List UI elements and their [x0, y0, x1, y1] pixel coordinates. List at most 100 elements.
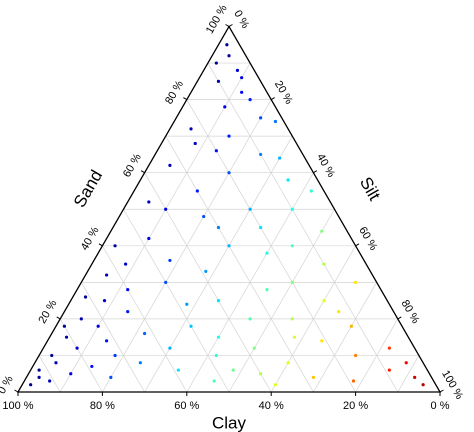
- grid-line: [59, 318, 103, 393]
- point: [195, 189, 199, 193]
- grid-line: [313, 282, 378, 393]
- axis-title: Silt: [356, 174, 384, 204]
- point: [387, 346, 391, 350]
- point: [48, 379, 52, 383]
- point: [216, 79, 221, 83]
- point: [105, 273, 109, 277]
- point: [322, 262, 326, 266]
- point: [214, 149, 218, 153]
- clay-tick-label: 0 %: [431, 400, 450, 412]
- point: [309, 189, 313, 193]
- point: [354, 353, 358, 358]
- point: [193, 141, 197, 146]
- point: [240, 76, 244, 80]
- tick-mark: [397, 316, 402, 320]
- point: [90, 364, 94, 369]
- silt-tick-label: 0 %: [231, 8, 251, 31]
- point: [290, 280, 294, 284]
- point: [223, 105, 227, 109]
- points: [29, 43, 425, 387]
- point: [189, 127, 193, 131]
- point: [320, 229, 324, 233]
- point: [37, 368, 41, 372]
- sand-tick-label: 0 %: [0, 374, 16, 397]
- silt-tick-label: 20 %: [272, 79, 295, 107]
- point: [216, 225, 221, 230]
- point: [273, 383, 278, 387]
- grid-line: [228, 209, 335, 393]
- point: [204, 269, 208, 273]
- axis-title: Clay: [212, 413, 247, 432]
- point: [227, 134, 231, 138]
- grid-line: [165, 135, 314, 393]
- point: [320, 339, 324, 343]
- point: [102, 299, 107, 303]
- point: [37, 375, 41, 379]
- point: [248, 317, 252, 321]
- tick-mark: [14, 389, 19, 393]
- point: [227, 244, 231, 248]
- silt-tick-label: 80 %: [399, 298, 422, 326]
- silt-tick-label: 60 %: [356, 225, 379, 253]
- point: [113, 244, 117, 248]
- point: [235, 68, 240, 72]
- tick-mark: [56, 316, 61, 320]
- grid-line: [270, 245, 356, 393]
- grid-line: [102, 245, 188, 393]
- point: [259, 225, 263, 230]
- point: [265, 251, 269, 255]
- point: [202, 214, 206, 219]
- grid-line: [355, 318, 399, 393]
- point: [126, 288, 130, 292]
- grid-line: [59, 62, 251, 393]
- axis-title: Sand: [70, 167, 106, 211]
- point: [252, 346, 256, 350]
- point: [337, 309, 341, 314]
- point: [225, 43, 229, 47]
- point: [292, 335, 297, 339]
- point: [413, 375, 417, 379]
- tick-mark: [228, 24, 233, 27]
- point: [265, 288, 269, 292]
- point: [147, 236, 151, 241]
- frame: [14, 24, 444, 396]
- point: [147, 200, 151, 204]
- point: [113, 353, 117, 358]
- point: [214, 61, 218, 65]
- clay-tick-label: 40 %: [259, 400, 284, 412]
- point: [290, 317, 294, 321]
- clay-tick-label: 100 %: [2, 400, 33, 412]
- point: [216, 335, 221, 339]
- point: [349, 324, 353, 328]
- grid: [38, 62, 420, 393]
- point: [164, 207, 168, 211]
- point: [62, 324, 67, 328]
- point: [351, 379, 356, 383]
- point: [75, 346, 79, 350]
- tick-mark: [140, 170, 145, 174]
- sand-tick-label: 40 %: [79, 225, 102, 253]
- point: [286, 178, 290, 182]
- sand-tick-label: 20 %: [37, 298, 60, 326]
- point: [176, 368, 180, 372]
- point: [290, 244, 294, 248]
- tick-mark: [98, 243, 103, 247]
- point: [168, 163, 172, 167]
- tick-mark: [313, 170, 318, 174]
- point: [168, 258, 172, 263]
- tick-mark: [439, 389, 444, 393]
- clay-tick-label: 20 %: [343, 400, 368, 412]
- sand-tick-label: 80 %: [163, 79, 186, 107]
- tick-mark: [225, 24, 230, 27]
- point: [227, 54, 231, 58]
- point: [240, 90, 244, 94]
- point: [216, 299, 221, 303]
- point: [227, 171, 231, 175]
- grid-line: [80, 282, 145, 393]
- point: [50, 353, 54, 358]
- point: [214, 353, 218, 358]
- point: [124, 262, 128, 266]
- point: [354, 280, 358, 284]
- labels: 0 %20 %40 %60 %80 %100 % 0 %20 %40 %60 %8…: [0, 3, 465, 432]
- silt-tick-label: 100 %: [439, 368, 465, 401]
